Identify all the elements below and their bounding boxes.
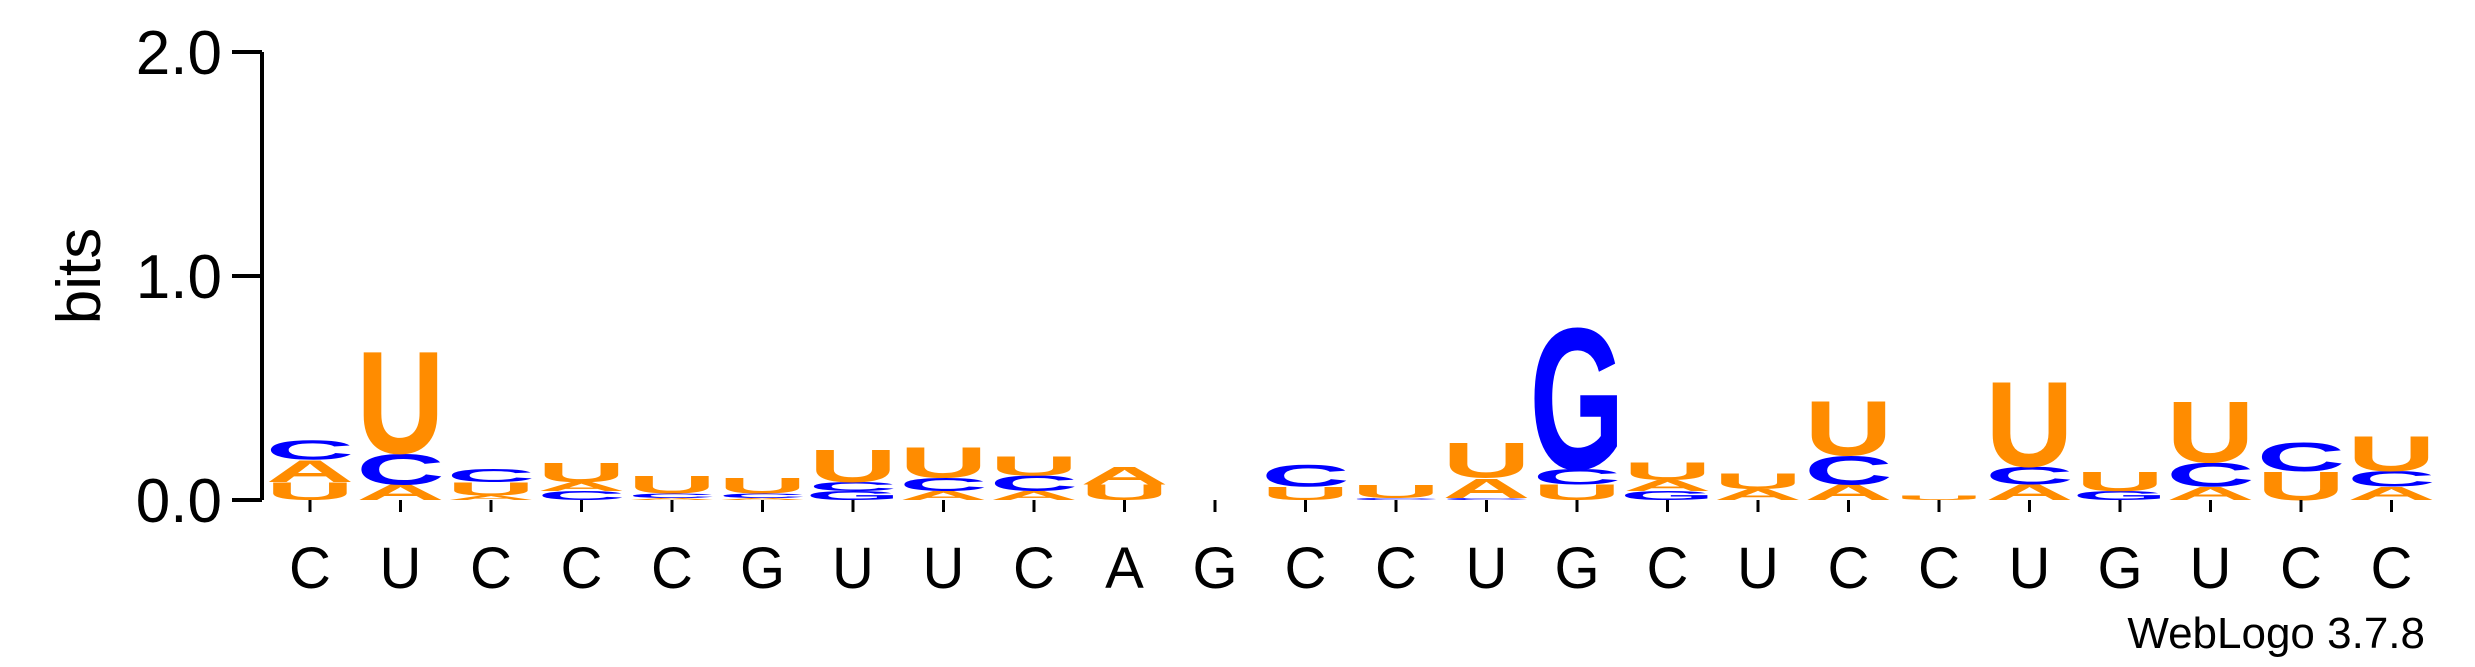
x-tick-label: G bbox=[1554, 536, 1599, 601]
x-tick-label: C bbox=[470, 536, 512, 601]
logo-letter-A: A bbox=[537, 480, 625, 494]
x-tick-label: U bbox=[2009, 536, 2051, 601]
logo-letter-C: C bbox=[356, 445, 444, 493]
x-tick-label: C bbox=[651, 536, 693, 601]
logo-letter-U: U bbox=[537, 457, 625, 488]
x-tick-label: C bbox=[2280, 536, 2322, 601]
logo-letter-U: U bbox=[1985, 357, 2073, 493]
logo-letter-C: C bbox=[1442, 497, 1530, 500]
x-tick-label: C bbox=[561, 536, 603, 601]
logo-letter-G: G bbox=[1529, 287, 1624, 512]
x-tick-label: G bbox=[2097, 536, 2142, 601]
x-tick-label: A bbox=[1105, 536, 1144, 601]
logo-letter-A: A bbox=[2347, 483, 2435, 504]
logo-letter-U: U bbox=[1352, 481, 1440, 502]
weblogo-credit: WebLogo 3.7.8 bbox=[2127, 609, 2425, 658]
logo-letter-C: C bbox=[266, 434, 354, 465]
logo-letter-U: U bbox=[1895, 494, 1983, 501]
logo-letter-C: C bbox=[718, 492, 806, 499]
logo-letter-U: U bbox=[1623, 457, 1711, 485]
x-tick-label: C bbox=[289, 536, 331, 601]
logo-letter-U: U bbox=[2166, 384, 2254, 481]
x-tick-label: U bbox=[2190, 536, 2232, 601]
y-tick-label: 1.0 bbox=[136, 243, 222, 312]
y-tick-label: 0.0 bbox=[136, 467, 222, 536]
x-tick-label: C bbox=[1828, 536, 1870, 601]
logo-letter-U: U bbox=[1714, 469, 1802, 493]
x-tick-label: C bbox=[1375, 536, 1417, 601]
x-tick-label: C bbox=[1918, 536, 1960, 601]
x-tick-label: U bbox=[832, 536, 874, 601]
logo-letter-U: U bbox=[1442, 433, 1530, 488]
x-tick-label: C bbox=[1013, 536, 1055, 601]
logo-letter-A: A bbox=[1714, 486, 1802, 503]
x-tick-label: C bbox=[2371, 536, 2413, 601]
y-ticks: 0.0 1.0 2.0 bbox=[136, 19, 262, 536]
logo-letter-U: U bbox=[718, 474, 806, 498]
x-tick-label: U bbox=[1466, 536, 1508, 601]
logo-letter-A: A bbox=[718, 497, 806, 500]
logo-letter-A: A bbox=[628, 497, 716, 500]
logo-letter-C: C bbox=[809, 480, 897, 494]
x-tick-label: G bbox=[740, 536, 785, 601]
logo-letter-A: A bbox=[1623, 477, 1711, 494]
logo-letter-C: C bbox=[1985, 462, 2073, 490]
logo-letter-A: A bbox=[899, 489, 987, 503]
logo-letter-C: C bbox=[447, 465, 535, 486]
x-tick-label: G bbox=[1192, 536, 1237, 601]
logo-letter-C: C bbox=[899, 474, 987, 495]
logo-letter-G: G bbox=[805, 489, 900, 503]
logo-letter-C: C bbox=[537, 489, 625, 503]
y-axis-label: bits bbox=[45, 228, 114, 324]
logo-letter-C: C bbox=[2257, 435, 2345, 480]
logo-letter-C: C bbox=[628, 492, 716, 499]
logo-letter-U: U bbox=[899, 439, 987, 487]
x-tick-label: U bbox=[923, 536, 965, 601]
logo-letter-C: C bbox=[1533, 465, 1621, 489]
logo-letter-A: A bbox=[2166, 483, 2254, 504]
logo-letter-U: U bbox=[990, 450, 1078, 481]
logo-letter-C: C bbox=[2347, 467, 2435, 491]
logo-letter-C: C bbox=[990, 471, 1078, 495]
logo-letter-G: G bbox=[2072, 489, 2167, 503]
logo-letter-A: A bbox=[990, 489, 1078, 503]
logo-letter-A: A bbox=[447, 494, 535, 501]
y-tick-label: 2.0 bbox=[136, 19, 222, 88]
logo-letter-U: U bbox=[809, 440, 897, 492]
logo-letter-U: U bbox=[447, 479, 535, 500]
x-tick-label: C bbox=[1285, 536, 1327, 601]
x-tick-label: C bbox=[1647, 536, 1689, 601]
logo-letter-A: A bbox=[1442, 472, 1530, 503]
logo-letter-U: U bbox=[1804, 385, 1892, 472]
logo-letter-U: U bbox=[356, 321, 444, 485]
logo-letter-A: A bbox=[266, 454, 354, 489]
logo-letter-U: U bbox=[2347, 426, 2435, 481]
logo-letter-U: U bbox=[628, 471, 716, 499]
x-tick-label: U bbox=[1737, 536, 1779, 601]
logo-letter-U: U bbox=[2076, 466, 2164, 497]
logo-letter-A: A bbox=[1080, 462, 1168, 490]
logo-letter-G: G bbox=[1620, 489, 1715, 503]
logo-letter-C: C bbox=[1261, 458, 1349, 493]
logo-letter-C: C bbox=[1804, 448, 1892, 493]
x-tick-label: U bbox=[380, 536, 422, 601]
logo-letter-U: U bbox=[1261, 483, 1349, 504]
logo-letter-C: C bbox=[1352, 497, 1440, 500]
logo-letter-C: C bbox=[2166, 456, 2254, 494]
